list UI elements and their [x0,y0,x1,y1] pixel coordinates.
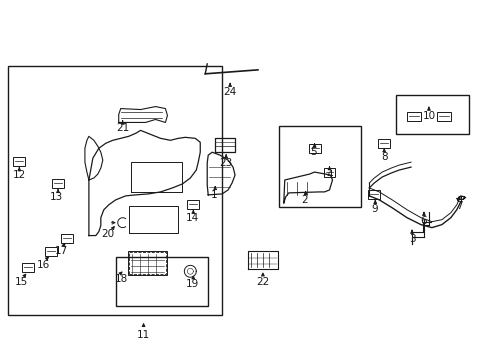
Bar [22,264,34,272]
Text: 3: 3 [408,234,414,244]
Text: 17: 17 [54,247,67,256]
Text: 10: 10 [422,111,435,121]
Bar [377,139,389,148]
Bar [127,251,167,275]
Bar [278,126,361,207]
Bar [52,179,64,188]
Text: 1: 1 [210,190,217,200]
Bar [13,157,25,166]
Text: 18: 18 [115,274,128,284]
Bar [187,200,199,209]
Bar [367,190,380,199]
Text: 8: 8 [380,152,386,162]
Bar [308,144,320,153]
Text: 24: 24 [223,87,236,97]
Text: 4: 4 [325,170,332,180]
Text: 7: 7 [455,201,462,211]
Text: 5: 5 [310,147,316,157]
Text: 6: 6 [420,216,427,226]
Text: 20: 20 [101,229,114,239]
Text: 21: 21 [116,123,129,134]
Text: 14: 14 [185,213,199,223]
Text: 11: 11 [137,330,150,340]
Text: 23: 23 [219,158,232,168]
Bar [395,95,468,134]
Bar [436,112,450,121]
Bar [406,112,420,121]
Bar [128,252,166,274]
Text: 22: 22 [256,277,269,287]
Text: 2: 2 [301,195,307,205]
Bar [8,66,222,315]
Text: 13: 13 [49,192,62,202]
Bar [45,247,57,256]
Text: 19: 19 [185,279,199,289]
Text: 12: 12 [13,170,26,180]
Bar [323,168,335,177]
Text: 15: 15 [15,277,28,287]
Bar [116,257,208,306]
Text: 16: 16 [37,260,50,270]
Text: 9: 9 [370,204,377,214]
Bar [61,234,73,243]
